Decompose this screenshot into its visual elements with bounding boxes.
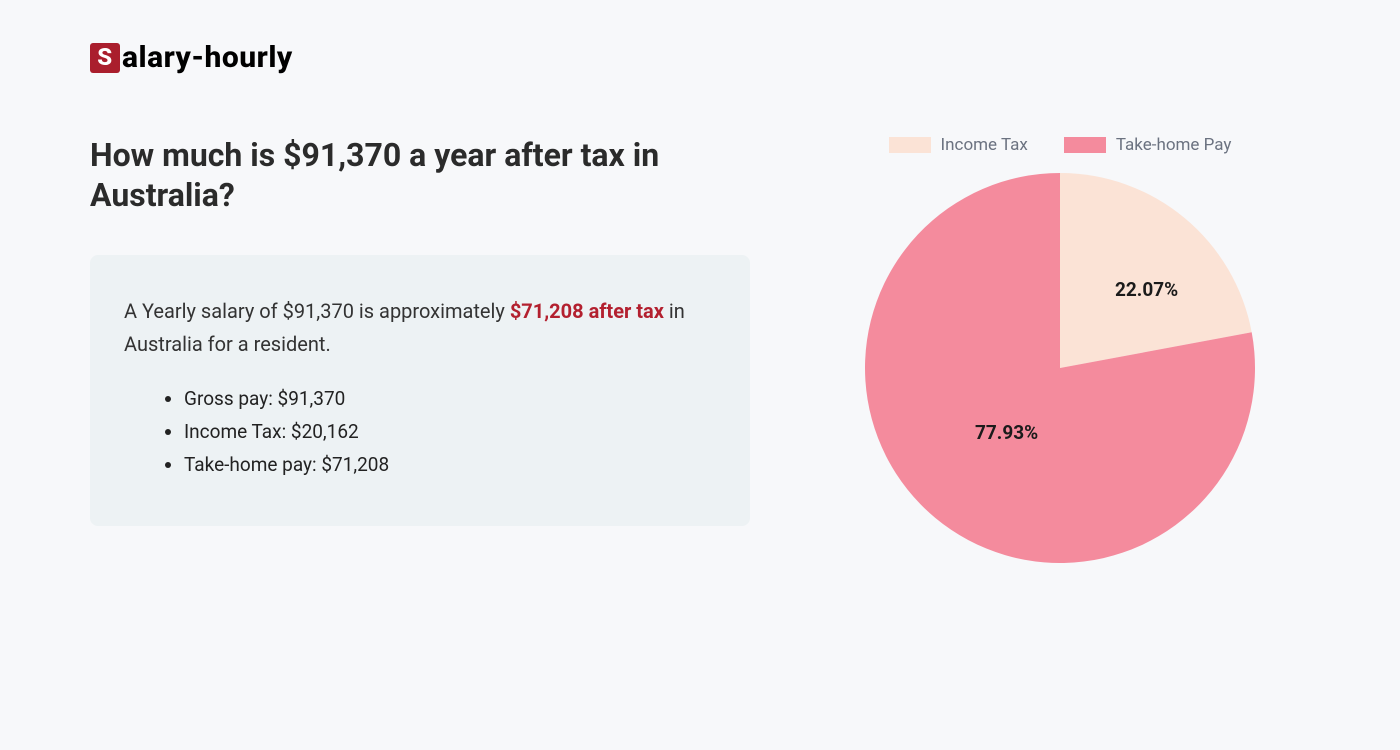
list-item: Take-home pay: $71,208 bbox=[184, 453, 716, 476]
legend-item-take-home: Take-home Pay bbox=[1064, 135, 1232, 155]
summary-text: A Yearly salary of $91,370 is approximat… bbox=[124, 295, 716, 361]
pie-chart: 22.07% 77.93% bbox=[865, 173, 1255, 563]
legend-swatch bbox=[1064, 137, 1106, 153]
page-title: How much is $91,370 a year after tax in … bbox=[90, 135, 750, 215]
slice-label-income-tax: 22.07% bbox=[1115, 278, 1178, 301]
list-item: Gross pay: $91,370 bbox=[184, 387, 716, 410]
legend-item-income-tax: Income Tax bbox=[889, 135, 1028, 155]
site-logo: Salary-hourly bbox=[90, 40, 1310, 75]
list-item: Income Tax: $20,162 bbox=[184, 420, 716, 443]
summary-prefix: A Yearly salary of $91,370 is approximat… bbox=[124, 299, 510, 323]
chart-legend: Income Tax Take-home Pay bbox=[889, 135, 1232, 155]
logo-text: alary-hourly bbox=[122, 40, 293, 75]
legend-swatch bbox=[889, 137, 931, 153]
legend-label: Income Tax bbox=[941, 135, 1028, 155]
legend-label: Take-home Pay bbox=[1116, 135, 1232, 155]
summary-highlight: $71,208 after tax bbox=[510, 299, 664, 323]
logo-badge: S bbox=[90, 43, 120, 73]
summary-box: A Yearly salary of $91,370 is approximat… bbox=[90, 255, 750, 526]
summary-list: Gross pay: $91,370 Income Tax: $20,162 T… bbox=[124, 387, 716, 476]
slice-label-take-home: 77.93% bbox=[975, 421, 1038, 444]
